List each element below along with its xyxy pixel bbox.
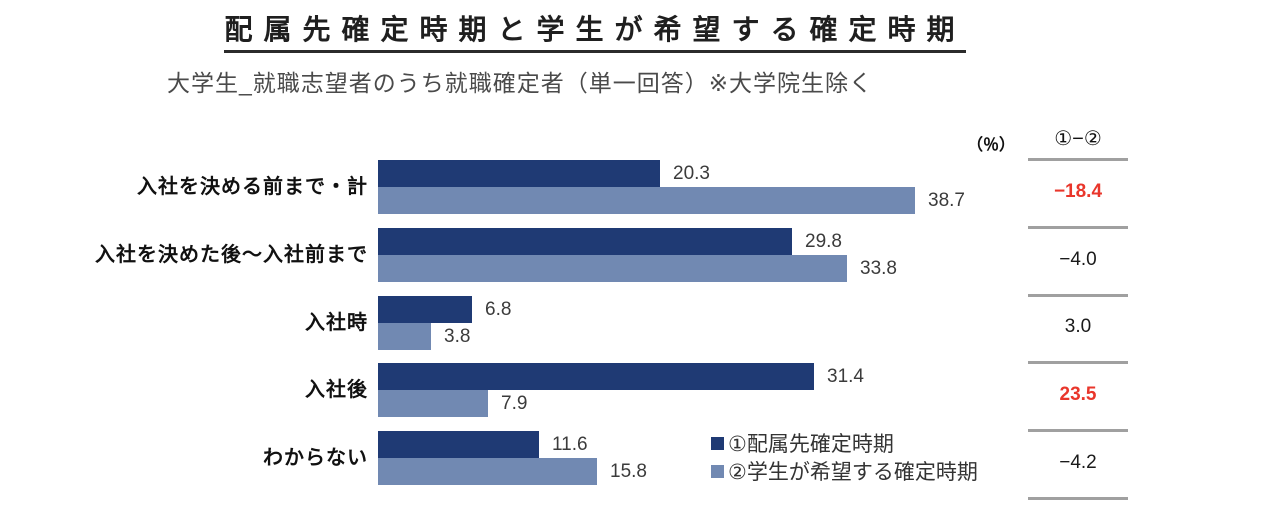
bar-series2 bbox=[378, 458, 597, 485]
diff-value: −18.4 bbox=[1053, 181, 1103, 202]
legend-item-series2: ②学生が希望する確定時期 bbox=[711, 457, 978, 485]
legend-item-series1: ①配属先確定時期 bbox=[711, 429, 978, 457]
diff-value: −4.0 bbox=[1059, 249, 1097, 270]
bar-series2 bbox=[378, 323, 431, 350]
bar-series1 bbox=[378, 296, 472, 323]
chart-title-wrap: 配属先確定時期と学生が希望する確定時期 bbox=[0, 8, 1190, 53]
bar-series1 bbox=[378, 431, 539, 458]
bar-value-label: 6.8 bbox=[485, 299, 512, 320]
bar-value-label: 11.6 bbox=[552, 434, 588, 455]
unit-label: （％） bbox=[966, 137, 1015, 154]
diff-column-header: ①−② bbox=[1054, 128, 1102, 150]
legend-swatch-series1-icon bbox=[711, 436, 724, 450]
diff-separator-line bbox=[1028, 158, 1128, 161]
bar-value-label: 38.7 bbox=[928, 190, 965, 211]
bar-series2 bbox=[378, 187, 915, 214]
bar-series2 bbox=[378, 255, 847, 282]
category-label: 入社後 bbox=[305, 379, 368, 401]
diff-separator-line bbox=[1028, 361, 1128, 364]
diff-separator-line bbox=[1028, 497, 1128, 500]
bar-value-label: 3.8 bbox=[444, 326, 471, 347]
chart-title: 配属先確定時期と学生が希望する確定時期 bbox=[224, 8, 966, 53]
legend-swatch-series2-icon bbox=[711, 464, 724, 478]
category-label: 入社を決めた後～入社前まで bbox=[95, 244, 368, 266]
category-label: 入社を決める前まで・計 bbox=[137, 176, 368, 198]
category-label: わからない bbox=[263, 447, 368, 469]
category-label: 入社時 bbox=[305, 312, 368, 334]
legend-label-series1: ①配属先確定時期 bbox=[728, 433, 894, 456]
bar-series2 bbox=[378, 390, 488, 417]
diff-separator-line bbox=[1028, 429, 1128, 432]
bar-series1 bbox=[378, 228, 792, 255]
legend: ①配属先確定時期 ②学生が希望する確定時期 bbox=[711, 429, 978, 485]
diff-value: −4.2 bbox=[1059, 452, 1097, 473]
diff-separator-line bbox=[1028, 226, 1128, 229]
bar-value-label: 7.9 bbox=[501, 393, 528, 414]
bar-value-label: 31.4 bbox=[827, 366, 864, 387]
bar-series1 bbox=[378, 363, 814, 390]
legend-label-series2: ②学生が希望する確定時期 bbox=[728, 461, 978, 484]
diff-separator-line bbox=[1028, 294, 1128, 297]
bar-value-label: 29.8 bbox=[805, 231, 842, 252]
bar-value-label: 33.8 bbox=[860, 258, 897, 279]
bar-value-label: 20.3 bbox=[673, 163, 710, 184]
chart-subtitle: 大学生_就職志望者のうち就職確定者（単一回答）※大学院生除く bbox=[166, 70, 874, 96]
bar-series1 bbox=[378, 160, 660, 187]
diff-value: 3.0 bbox=[1064, 316, 1092, 337]
diff-value: 23.5 bbox=[1059, 384, 1097, 405]
bar-value-label: 15.8 bbox=[610, 461, 647, 482]
